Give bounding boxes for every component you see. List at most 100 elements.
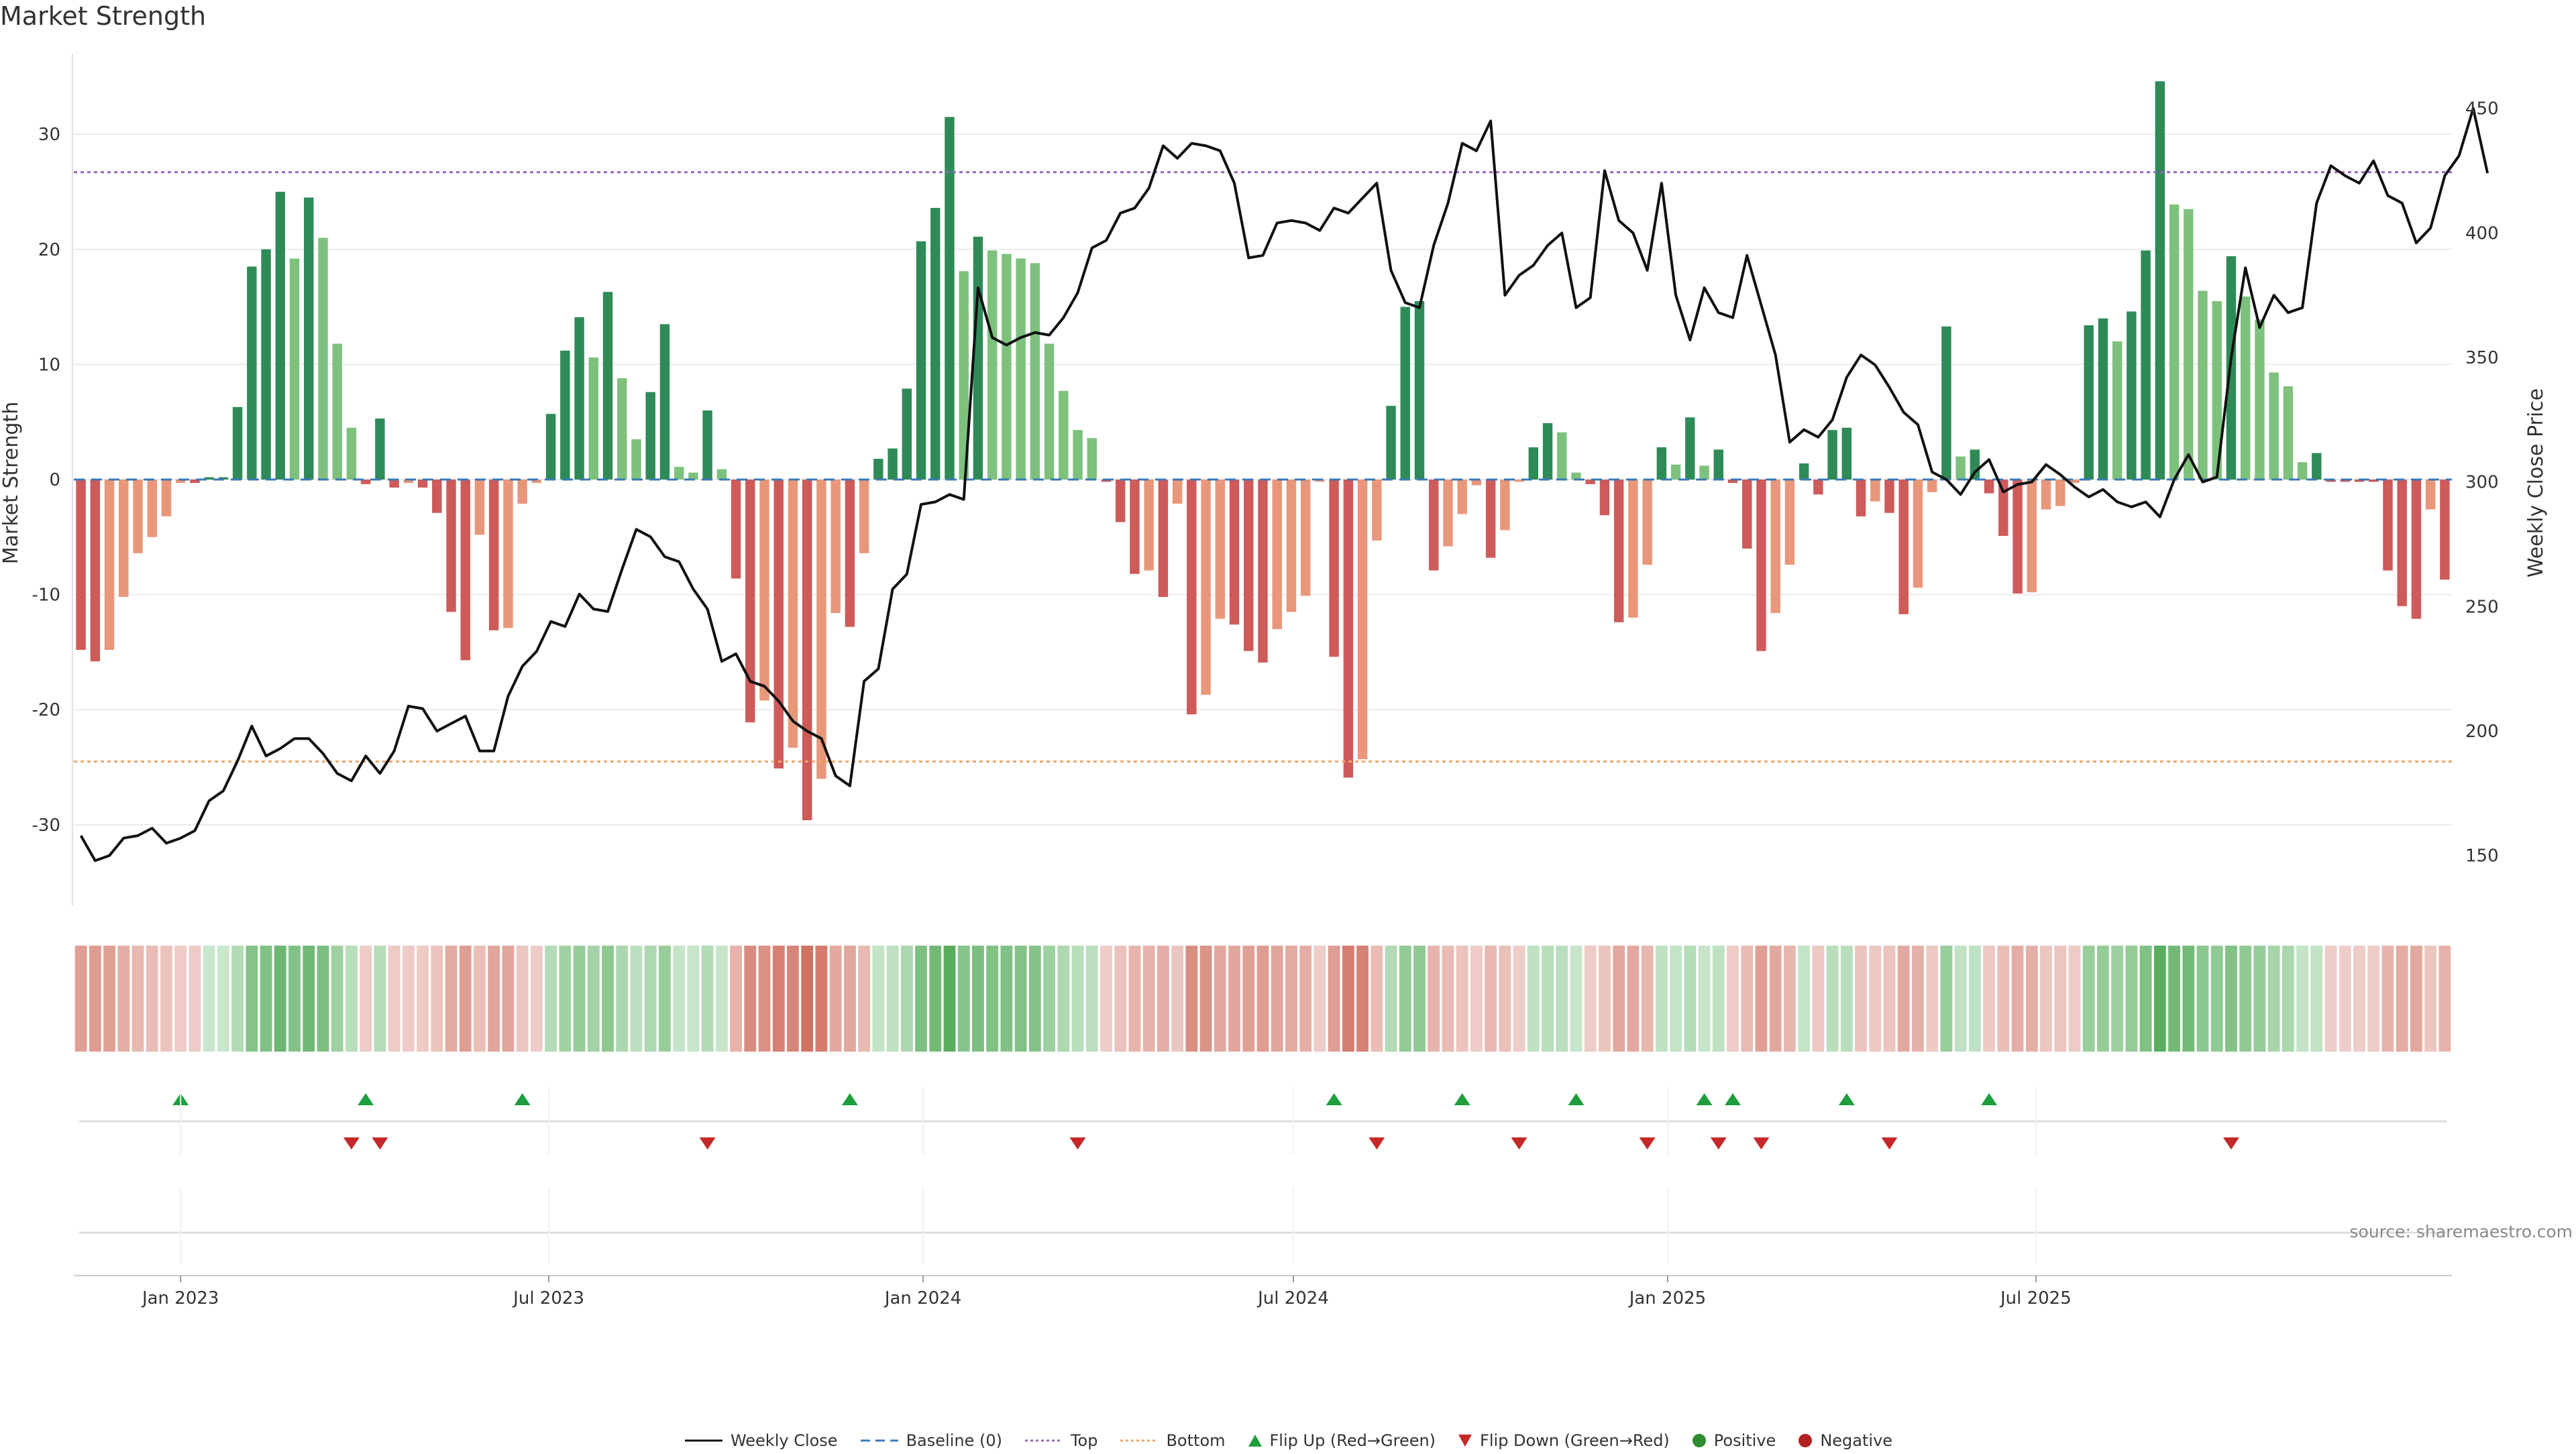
heat-cell (2367, 946, 2380, 1052)
heat-cell (758, 946, 771, 1052)
legend-item-top[interactable]: Top (1024, 1431, 1098, 1450)
flip-down-marker (343, 1137, 360, 1150)
heat-cell (573, 946, 586, 1052)
heat-cell (1114, 946, 1127, 1052)
strength-bar (1727, 480, 1738, 484)
heat-cell (1413, 946, 1426, 1052)
heat-cell (644, 946, 657, 1052)
legend-item-weekly-close[interactable]: Weekly Close (684, 1431, 838, 1450)
heat-cell (1741, 946, 1754, 1052)
heat-cell (858, 946, 871, 1052)
heat-cell (1855, 946, 1867, 1052)
strength-bar (2397, 480, 2407, 606)
heat-cell (2196, 946, 2209, 1052)
flip-up-marker (514, 1093, 531, 1105)
x-tick-label: Jul 2023 (512, 1288, 584, 1308)
strength-bar (1201, 480, 1211, 695)
strength-bar (1272, 480, 1282, 630)
heat-cell (1000, 946, 1013, 1052)
heat-cell (1185, 946, 1198, 1052)
strength-bar (560, 350, 570, 480)
heat-cell (2239, 946, 2252, 1052)
heat-cell (929, 946, 942, 1052)
heat-cell (1613, 946, 1625, 1052)
strength-bar (275, 191, 286, 480)
strength-bar (1784, 480, 1795, 565)
legend-item-bottom[interactable]: Bottom (1119, 1431, 1226, 1450)
heat-cell (1840, 946, 1853, 1052)
strength-bar (1585, 480, 1595, 484)
legend-item-baseline[interactable]: Baseline (0) (859, 1431, 1002, 1450)
legend-item-positive[interactable]: Positive (1691, 1431, 1776, 1450)
strength-bar (2055, 480, 2065, 506)
heat-cell (2153, 946, 2166, 1052)
strength-bar (1073, 430, 1083, 480)
heat-cell (2210, 946, 2223, 1052)
heat-cell (587, 946, 600, 1052)
strength-bar (1116, 480, 1126, 522)
heat-cell (545, 946, 557, 1052)
legend-item-flip-up[interactable]: Flip Up (Red→Green) (1247, 1431, 1436, 1450)
heat-cell (1655, 946, 1668, 1052)
strength-bar (1286, 480, 1297, 612)
strength-bar (119, 480, 129, 598)
strength-bar (2155, 81, 2165, 480)
strength-bar (545, 414, 556, 480)
strength-bar (232, 406, 243, 480)
heat-cell (1399, 946, 1411, 1052)
strength-bar (1756, 480, 1766, 651)
legend-label: Top (1070, 1431, 1098, 1450)
heat-cell (89, 946, 101, 1052)
heat-cell (217, 946, 229, 1052)
heat-cell (388, 946, 400, 1052)
strength-bar (1386, 406, 1396, 480)
flip-down-marker (699, 1137, 716, 1150)
strength-bar (2027, 480, 2037, 593)
heat-cell (1641, 946, 1654, 1052)
strength-bar (945, 117, 955, 480)
strength-bar (1927, 480, 1937, 492)
strength-bar (1172, 480, 1183, 504)
strength-bar (1884, 480, 1894, 513)
heat-cell (829, 946, 842, 1052)
strength-bar (104, 480, 115, 650)
strength-bar (2098, 318, 2108, 480)
heat-cell (2424, 946, 2437, 1052)
heat-cell (1570, 946, 1582, 1052)
heat-cell (1684, 946, 1697, 1052)
legend-item-flip-down[interactable]: Flip Down (Green→Red) (1457, 1431, 1670, 1450)
heat-cell (1199, 946, 1212, 1052)
triangle-up-icon (1248, 1435, 1262, 1447)
strength-bar (2283, 386, 2294, 480)
heat-cell (1456, 946, 1468, 1052)
heat-cell (2353, 946, 2365, 1052)
strength-bar (2326, 480, 2336, 482)
heat-cell (1812, 946, 1825, 1052)
strength-bar (574, 317, 584, 480)
heat-cell (331, 946, 343, 1052)
y2-tick-label: 250 (2465, 597, 2499, 617)
strength-bar (2312, 453, 2322, 480)
flip-up-marker (1326, 1093, 1342, 1105)
heat-cell (160, 946, 172, 1052)
y2-tick-label: 400 (2465, 223, 2499, 243)
legend-label: Weekly Close (730, 1431, 838, 1450)
flip-markers (79, 1093, 2447, 1234)
heat-cell (2068, 946, 2081, 1052)
heat-cell (2054, 946, 2067, 1052)
strength-bar (247, 266, 257, 480)
strength-bar (1215, 480, 1226, 619)
axes: -30 -20 -10 0 10 20 30 150 200 250 300 350 400 450 (32, 54, 2499, 905)
heat-cell (1727, 946, 1739, 1052)
legend-item-negative[interactable]: Negative (1797, 1431, 1892, 1450)
strength-bar (1144, 480, 1154, 571)
legend-dotted-line-icon (1120, 1439, 1159, 1442)
heat-cell (260, 946, 272, 1052)
y-tick-label: 30 (38, 125, 60, 145)
strength-bar (517, 480, 527, 504)
heat-cell (1428, 946, 1440, 1052)
strength-bar (2141, 250, 2151, 480)
y2-axis-title: Weekly Close Price (2524, 388, 2548, 577)
heat-cell (374, 946, 386, 1052)
heat-cell (1285, 946, 1297, 1052)
